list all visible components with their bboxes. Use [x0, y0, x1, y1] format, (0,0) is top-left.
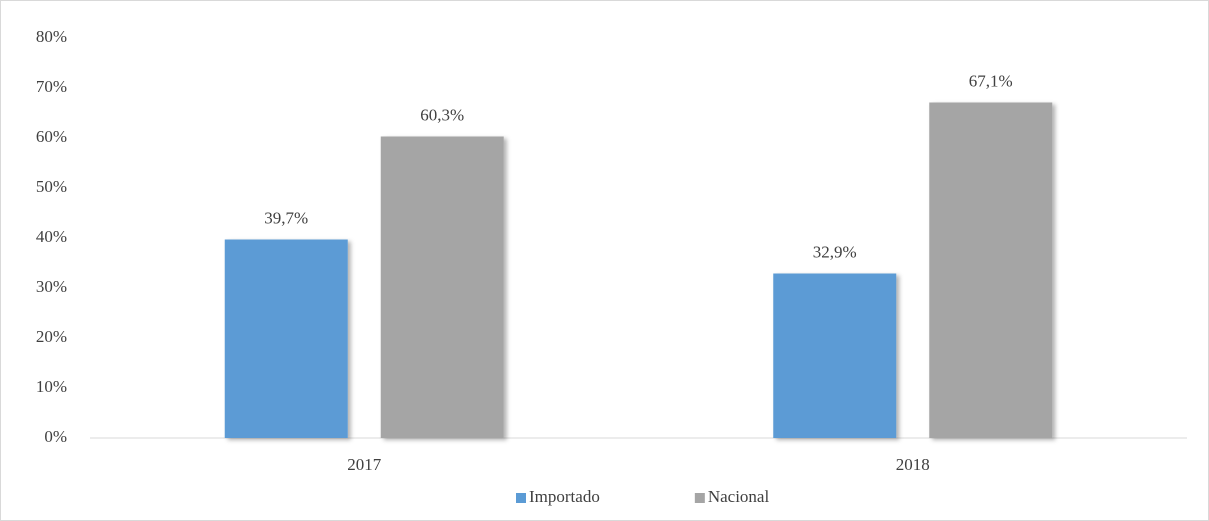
y-tick-label: 30%: [36, 277, 67, 296]
bar: [380, 136, 504, 438]
x-tick-label: 2018: [896, 455, 930, 474]
x-tick-label: 2017: [347, 455, 382, 474]
y-tick-label: 80%: [36, 27, 67, 46]
bar: [224, 239, 348, 438]
legend-swatch: [694, 493, 705, 503]
y-tick-label: 60%: [36, 127, 67, 146]
bar: [773, 273, 897, 438]
y-tick-label: 70%: [36, 77, 67, 96]
y-tick-label: 50%: [36, 177, 67, 196]
y-tick-label: 20%: [36, 327, 67, 346]
legend-label: Importado: [529, 487, 600, 506]
y-tick-label: 0%: [44, 427, 67, 446]
y-tick-label: 10%: [36, 377, 67, 396]
bar: [929, 102, 1053, 438]
data-label: 32,9%: [813, 242, 857, 261]
y-tick-label: 40%: [36, 227, 67, 246]
data-label: 39,7%: [264, 208, 308, 227]
legend-swatch: [516, 493, 526, 503]
data-label: 67,1%: [969, 71, 1013, 90]
data-label: 60,3%: [420, 105, 464, 124]
legend-label: Nacional: [708, 487, 770, 506]
